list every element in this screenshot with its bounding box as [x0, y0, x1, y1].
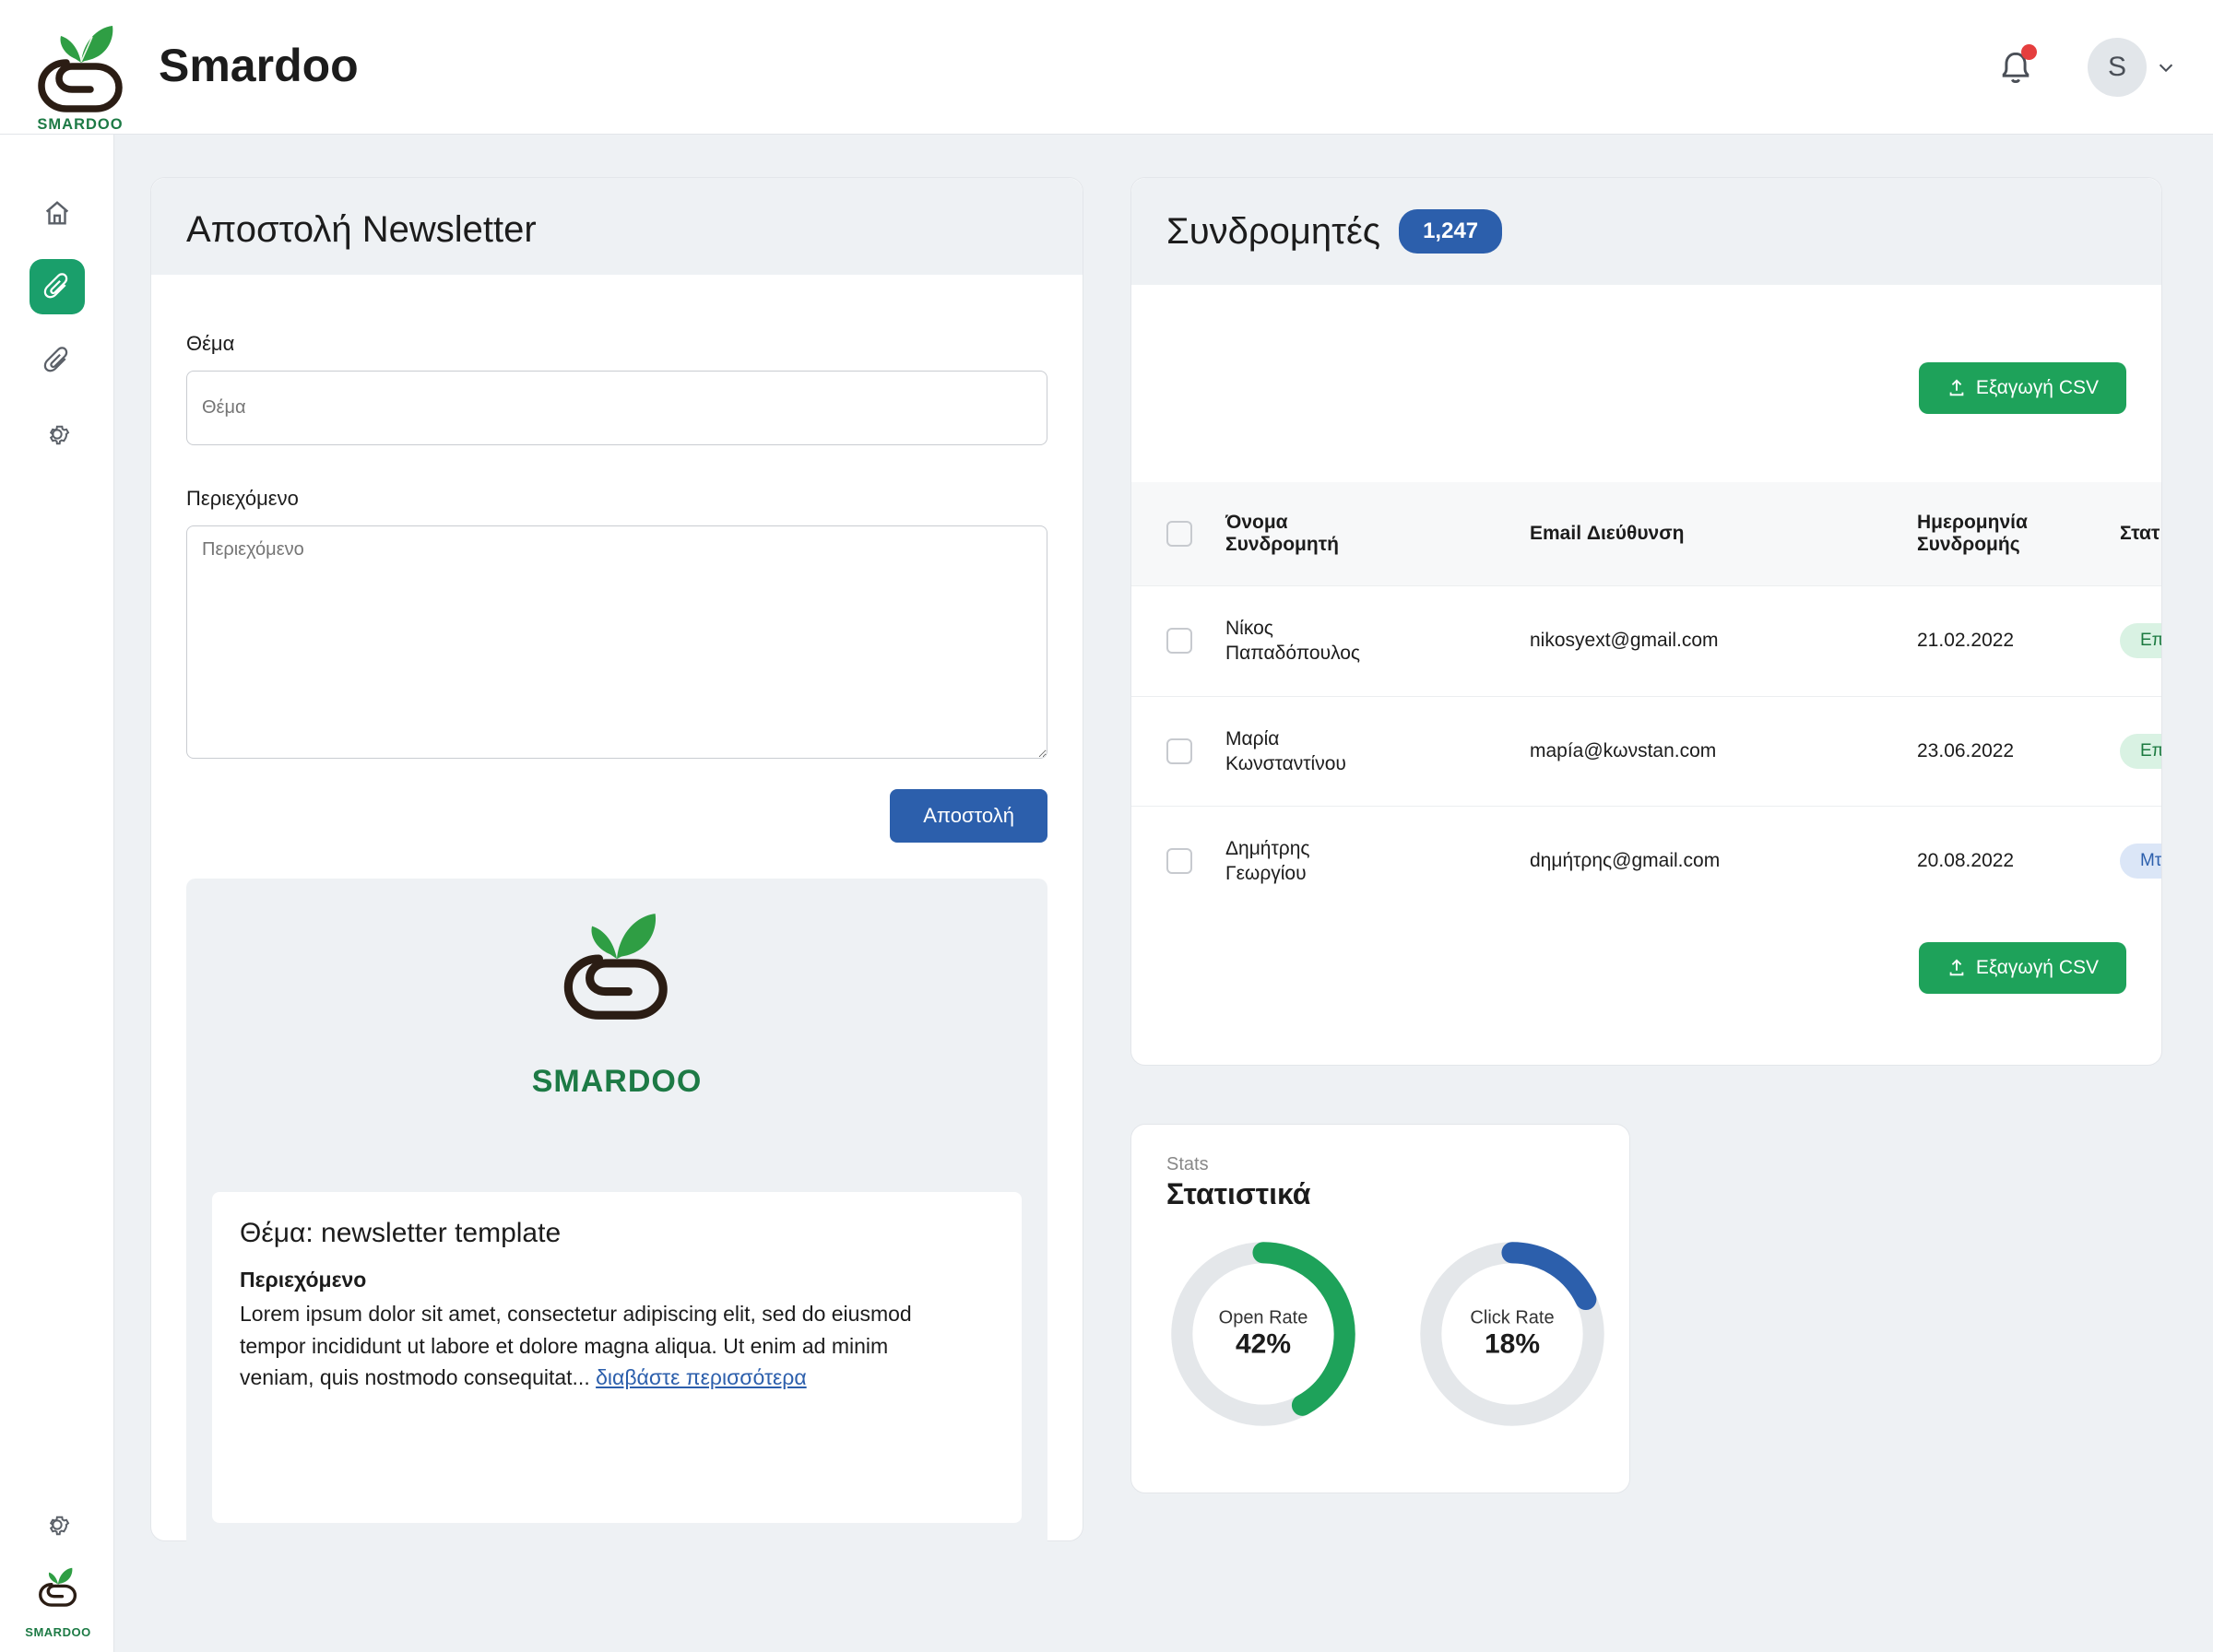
svg-text:SMARDOO: SMARDOO: [37, 116, 123, 133]
